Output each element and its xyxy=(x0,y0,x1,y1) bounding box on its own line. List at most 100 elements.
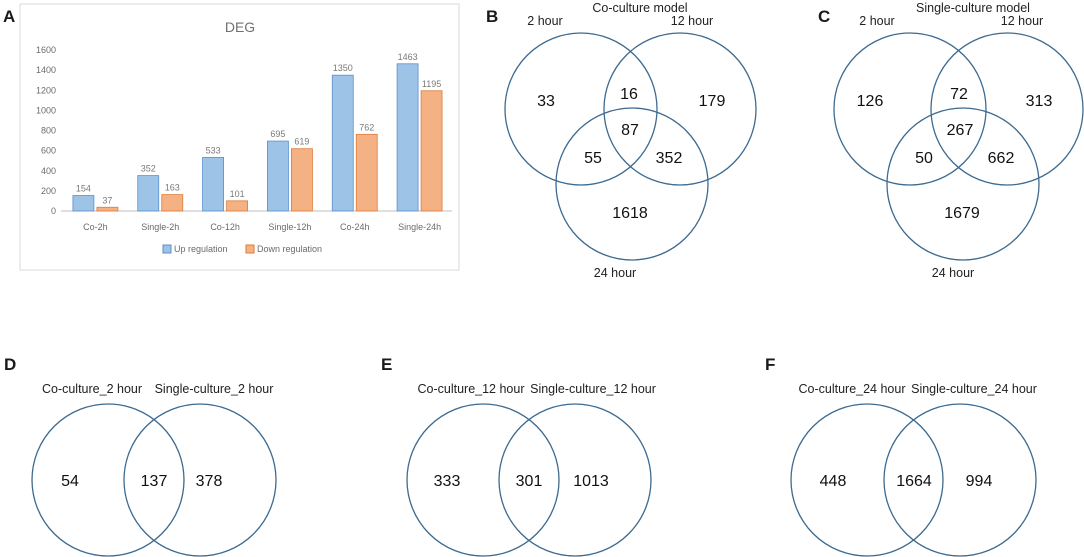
panel-letter-e: E xyxy=(381,355,392,374)
y-axis-ticks: 0 200 400 600 800 1000 1200 1400 1600 xyxy=(36,45,56,216)
bar-up-single-24h xyxy=(396,63,419,212)
venn-b-only-2h: 33 xyxy=(537,93,555,110)
venn-b-12h-24h: 352 xyxy=(656,150,683,167)
bar-down-co-12h xyxy=(226,200,248,212)
bar-up-single-12h xyxy=(267,140,289,212)
venn-e-left-only: 333 xyxy=(434,473,461,490)
venn-c-label-12h: 12 hour xyxy=(1001,14,1043,28)
panel-letter-f: F xyxy=(765,355,775,374)
x-axis-ticks: Co-2h Single-2h Co-12h Single-12h Co-24h Sing… xyxy=(83,222,441,232)
legend-label-down: Down regulation xyxy=(257,244,322,254)
bar-data-label: 163 xyxy=(165,183,180,193)
venn-c-label-24h: 24 hour xyxy=(932,266,974,280)
x-tick-label: Single-24h xyxy=(398,222,441,232)
venn-c-only-12h: 313 xyxy=(1026,93,1053,110)
bar-down-single-24h xyxy=(420,90,443,212)
x-tick-label: Co-24h xyxy=(340,222,370,232)
y-tick-label: 1000 xyxy=(36,105,56,115)
bar-data-label: 762 xyxy=(359,122,374,132)
venn-b-label-24h: 24 hour xyxy=(594,266,636,280)
venn-d-both: 137 xyxy=(141,473,168,490)
venn-d-left-only: 54 xyxy=(61,473,79,490)
venn-f-both: 1664 xyxy=(896,473,932,490)
venn-e-circle-right xyxy=(498,403,652,557)
panel-letter-d: D xyxy=(4,355,16,374)
venn-f-circle-left xyxy=(790,403,944,557)
venn-f-right-only: 994 xyxy=(966,473,993,490)
bar-down-co-24h xyxy=(355,133,378,212)
venn-c-2h-24h: 50 xyxy=(915,150,933,167)
bar-data-label: 533 xyxy=(206,145,221,155)
bar-up-co-12h xyxy=(202,156,224,212)
venn-b-circle-2h xyxy=(504,32,658,186)
bar-data-label: 695 xyxy=(270,129,285,139)
venn-e-right-label: Single-culture_12 hour xyxy=(530,382,656,396)
venn-e-left-label: Co-culture_12 hour xyxy=(417,382,524,396)
legend-swatch-up xyxy=(162,244,172,254)
bar-data-label: 1350 xyxy=(333,63,353,73)
venn-e-circle-left xyxy=(406,403,560,557)
venn-c-circle-12h xyxy=(930,32,1084,186)
panel-letter-c: C xyxy=(818,7,830,26)
bar-down-co-2h xyxy=(96,206,119,212)
venn-c-label-2h: 2 hour xyxy=(859,14,894,28)
venn-c-2h-12h: 72 xyxy=(950,86,968,103)
venn-c-only-24h: 1679 xyxy=(944,205,980,222)
venn-d-left-label: Co-culture_2 hour xyxy=(42,382,142,396)
y-tick-label: 0 xyxy=(51,206,56,216)
venn-f-left-label: Co-culture_24 hour xyxy=(798,382,905,396)
venn-f-circle-right xyxy=(883,403,1037,557)
venn-c-title: Single-culture model xyxy=(916,1,1030,15)
venn-b-title: Co-culture model xyxy=(592,1,687,15)
bar-data-label: 37 xyxy=(102,195,112,205)
venn-b-only-12h: 179 xyxy=(699,93,726,110)
bar-series: 154 37 352 163 533 101 695 619 1350 762 1463 1195 xyxy=(72,52,443,212)
y-tick-label: 600 xyxy=(41,146,56,156)
venn-c-12h-24h: 662 xyxy=(988,150,1015,167)
venn-b-label-12h: 12 hour xyxy=(671,14,713,28)
bar-up-co-2h xyxy=(72,195,95,212)
venn-c-only-2h: 126 xyxy=(857,93,884,110)
venn-b-circle-24h xyxy=(555,107,709,261)
venn-f-right-label: Single-culture_24 hour xyxy=(911,382,1037,396)
x-tick-label: Single-2h xyxy=(141,222,179,232)
bar-data-label: 101 xyxy=(230,189,245,199)
venn-e-right-only: 1013 xyxy=(573,473,609,490)
bar-data-label: 154 xyxy=(76,184,91,194)
bar-up-co-24h xyxy=(331,74,354,212)
venn-d-circle-right xyxy=(123,403,277,557)
legend-swatch-down xyxy=(245,244,255,254)
y-tick-label: 400 xyxy=(41,166,56,176)
venn-b-only-24h: 1618 xyxy=(612,205,648,222)
y-tick-label: 1200 xyxy=(36,85,56,95)
venn-c-circle-24h xyxy=(886,107,1040,261)
x-tick-label: Co-2h xyxy=(83,222,108,232)
venn-b-label-2h: 2 hour xyxy=(527,14,562,28)
venn-b-2h-12h: 16 xyxy=(620,86,638,103)
x-tick-label: Single-12h xyxy=(268,222,311,232)
venn-d-circle-left xyxy=(31,403,185,557)
legend-label-up: Up regulation xyxy=(174,244,228,254)
y-tick-label: 200 xyxy=(41,186,56,196)
venn-c-all: 267 xyxy=(947,122,974,139)
venn-c-circle-2h xyxy=(833,32,987,186)
bar-data-label: 1463 xyxy=(398,52,418,62)
bar-down-single-2h xyxy=(161,194,184,212)
venn-f-left-only: 448 xyxy=(820,473,847,490)
venn-d-right-label: Single-culture_2 hour xyxy=(155,382,274,396)
y-tick-label: 1600 xyxy=(36,45,56,55)
panel-letter-a: A xyxy=(3,7,15,26)
venn-b-2h-24h: 55 xyxy=(584,150,602,167)
venn-e-both: 301 xyxy=(516,473,543,490)
bar-chart-frame xyxy=(19,3,460,271)
venn-d-right-only: 378 xyxy=(196,473,223,490)
x-tick-label: Co-12h xyxy=(210,222,240,232)
bar-up-single-2h xyxy=(137,175,160,212)
bar-data-label: 619 xyxy=(294,137,309,147)
panel-letter-b: B xyxy=(486,7,498,26)
bar-data-label: 1195 xyxy=(422,79,441,89)
venn-b-circle-12h xyxy=(603,32,757,186)
y-tick-label: 1400 xyxy=(36,65,56,75)
bar-chart-title: DEG xyxy=(225,19,255,35)
